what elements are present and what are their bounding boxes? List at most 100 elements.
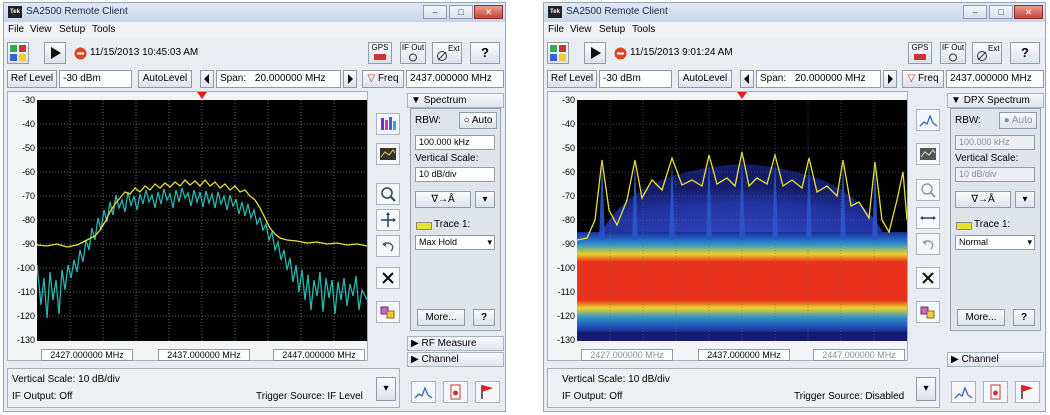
close-trace-icon[interactable]	[376, 267, 400, 289]
autolevel-button[interactable]: AutoLevel	[138, 70, 192, 88]
span-increase-button[interactable]	[343, 70, 357, 88]
rbw-auto-toggle[interactable]: ● Auto	[999, 112, 1037, 129]
menu-setup[interactable]: Setup	[599, 24, 626, 35]
toolbar: 11/15/2013 9:01:24 AM GPS IF Out Ext ?	[544, 40, 1045, 66]
spectrum-section-header[interactable]: ▼ Spectrum	[407, 93, 504, 108]
preset-icon[interactable]	[7, 42, 29, 64]
y-tick-label: -100	[556, 263, 575, 273]
status-expand-button[interactable]: ▾	[916, 377, 936, 401]
ext-trigger-button[interactable]: Ext	[432, 42, 462, 64]
help-button[interactable]: ?	[1010, 42, 1040, 64]
undo-icon[interactable]	[376, 235, 400, 257]
y-tick-label: -90	[561, 239, 575, 249]
ref-level-button[interactable]: Ref Level	[7, 70, 57, 88]
auto-scale-dropdown[interactable]: ▾	[1015, 191, 1035, 208]
panel-help-button[interactable]: ?	[1013, 309, 1035, 326]
rbw-auto-toggle[interactable]: ○ Auto	[459, 112, 497, 129]
auto-scale-dropdown[interactable]: ▾	[475, 191, 495, 208]
ref-level-field[interactable]: -30 dBm	[599, 70, 672, 88]
more-button[interactable]: More...	[417, 309, 465, 326]
flag-icon[interactable]	[475, 381, 500, 403]
maximize-button[interactable]: □	[989, 5, 1013, 19]
stop-icon[interactable]	[74, 47, 87, 60]
menu-setup[interactable]: Setup	[59, 24, 86, 35]
dpx-display[interactable]	[577, 92, 907, 341]
rf-measure-label: RF Measure	[421, 338, 477, 349]
close-button[interactable]: ✕	[474, 5, 503, 19]
minimize-button[interactable]: –	[423, 5, 447, 19]
gps-button[interactable]: GPS	[908, 42, 932, 64]
rbw-field[interactable]: 100.000 kHz	[415, 135, 495, 150]
channel-section[interactable]: ▶ Channel	[407, 352, 504, 367]
span-increase-button[interactable]	[883, 70, 897, 88]
pan-icon[interactable]	[916, 207, 940, 229]
run-button[interactable]	[584, 42, 606, 64]
channel-section[interactable]: ▶ Channel	[947, 352, 1044, 367]
spectrum-display[interactable]	[37, 92, 367, 341]
run-button[interactable]	[44, 42, 66, 64]
spectrum-view-icon[interactable]	[376, 113, 400, 135]
stop-icon[interactable]	[614, 47, 627, 60]
spectrogram-view-icon[interactable]	[916, 143, 940, 165]
vertical-scale-field[interactable]: 10 dB/div	[955, 167, 1035, 182]
panel-help-button[interactable]: ?	[473, 309, 495, 326]
preset-icon[interactable]	[547, 42, 569, 64]
title-bar: Tek SA2500 Remote Client – □ ✕	[4, 3, 505, 23]
maximize-button[interactable]: □	[449, 5, 473, 19]
dpx-spectrum-section-header[interactable]: ▼ DPX Spectrum	[947, 93, 1044, 108]
freq-field[interactable]: 2437.000000 MHz	[946, 70, 1044, 88]
help-button[interactable]: ?	[470, 42, 500, 64]
auto-scale-button[interactable]: ∇→Å	[415, 191, 471, 208]
more-button[interactable]: More...	[957, 309, 1005, 326]
gps-button[interactable]: GPS	[368, 42, 392, 64]
if-out-button[interactable]: IF Out	[400, 42, 426, 64]
ref-level-field[interactable]: -30 dBm	[59, 70, 132, 88]
trace-view-icon[interactable]	[916, 109, 940, 131]
menu-view[interactable]: View	[30, 24, 52, 35]
record-icon[interactable]	[983, 381, 1008, 403]
trace-mode-select[interactable]: Max Hold ▾	[415, 235, 495, 250]
close-button[interactable]: ✕	[1014, 5, 1043, 19]
trace-view-icon[interactable]	[951, 381, 976, 403]
span-field[interactable]: Span: 20.000000 MHz	[756, 70, 881, 88]
freq-button[interactable]: ▽ Freq	[902, 70, 944, 88]
ref-level-button[interactable]: Ref Level	[547, 70, 597, 88]
control-row: Ref Level -30 dBm AutoLevel Span: 20.000…	[544, 69, 1045, 89]
span-decrease-button[interactable]	[200, 70, 214, 88]
freq-field[interactable]: 2437.000000 MHz	[406, 70, 504, 88]
center-frequency: 2437.000000 MHz	[698, 349, 790, 361]
zoom-icon[interactable]	[376, 183, 400, 205]
span-decrease-button[interactable]	[740, 70, 754, 88]
menu-tools[interactable]: Tools	[632, 24, 656, 35]
chevron-right-icon: ▶	[411, 354, 419, 365]
auto-scale-button[interactable]: ∇→Å	[955, 191, 1011, 208]
rbw-field[interactable]: 100.000 kHz	[955, 135, 1035, 150]
ext-trigger-button[interactable]: Ext	[972, 42, 1002, 64]
span-value: 20.000000 MHz	[794, 73, 866, 84]
if-out-button[interactable]: IF Out	[940, 42, 966, 64]
marker-icon[interactable]	[916, 301, 940, 323]
spectrogram-view-icon[interactable]	[376, 143, 400, 165]
close-trace-icon[interactable]	[916, 267, 940, 289]
menu-tools[interactable]: Tools	[92, 24, 116, 35]
menu-view[interactable]: View	[570, 24, 592, 35]
flag-icon[interactable]	[1015, 381, 1040, 403]
record-icon[interactable]	[443, 381, 468, 403]
marker-icon[interactable]	[376, 301, 400, 323]
menu-file[interactable]: File	[548, 24, 565, 35]
chevron-down-icon: ▾	[383, 383, 389, 394]
undo-icon[interactable]	[916, 233, 940, 255]
status-expand-button[interactable]: ▾	[376, 377, 396, 401]
menu-file[interactable]: File	[8, 24, 25, 35]
span-field[interactable]: Span: 20.000000 MHz	[216, 70, 341, 88]
vertical-scale-field[interactable]: 10 dB/div	[415, 167, 495, 182]
rf-measure-section[interactable]: ▶ RF Measure	[407, 336, 504, 351]
minimize-button[interactable]: –	[963, 5, 987, 19]
freq-button[interactable]: ▽ Freq	[362, 70, 404, 88]
trace-view-icon[interactable]	[411, 381, 436, 403]
trace-mode-select[interactable]: Normal ▾	[955, 235, 1035, 250]
status-bar: Vertical Scale: 10 dB/div IF Output: Off…	[7, 368, 400, 408]
zoom-icon[interactable]	[916, 179, 940, 201]
autolevel-button[interactable]: AutoLevel	[678, 70, 732, 88]
pan-icon[interactable]	[376, 209, 400, 231]
